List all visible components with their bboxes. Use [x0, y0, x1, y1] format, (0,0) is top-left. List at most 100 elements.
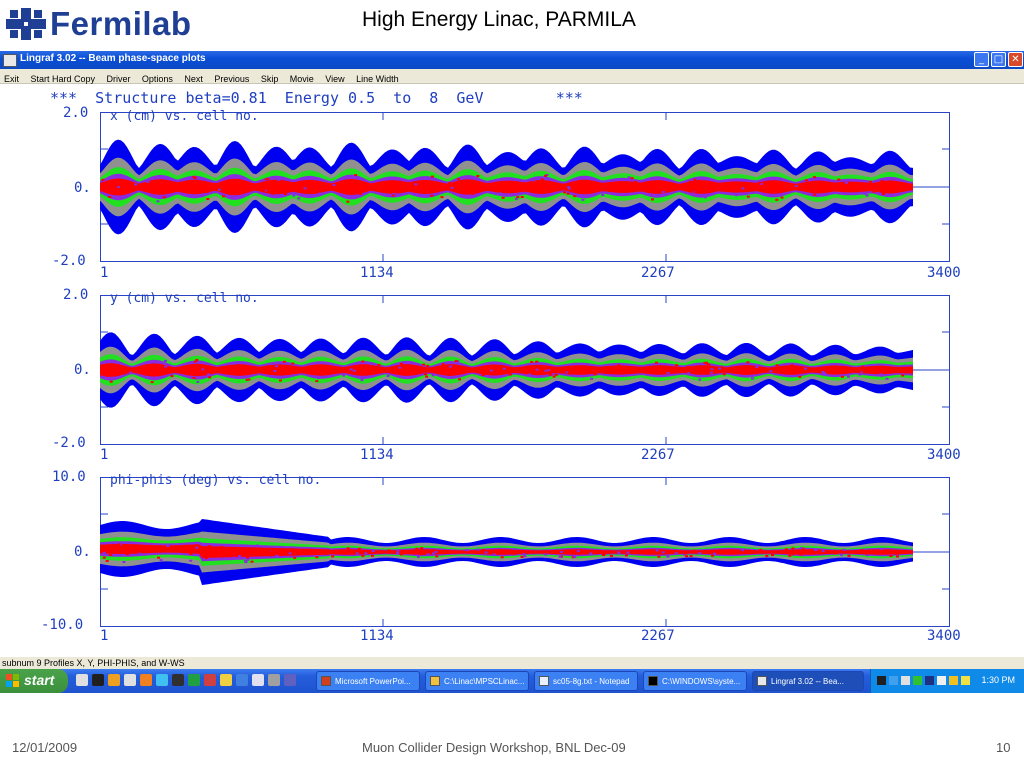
particle-mark: [126, 553, 129, 555]
particle-mark: [195, 359, 198, 361]
quicklaunch-icon[interactable]: [236, 674, 248, 686]
particle-mark: [805, 179, 808, 181]
menu-line-width[interactable]: Line Width: [352, 72, 399, 84]
particle-mark: [521, 196, 524, 198]
particle-mark: [246, 556, 249, 558]
particle-mark: [734, 184, 737, 186]
task-lingraf[interactable]: Lingraf 3.02 -- Bea...: [752, 671, 864, 691]
quicklaunch-icon[interactable]: [124, 674, 136, 686]
menu-driver[interactable]: Driver: [102, 72, 130, 84]
quicklaunch-icon[interactable]: [92, 674, 104, 686]
particle-mark: [102, 179, 105, 181]
quicklaunch-icon[interactable]: [76, 674, 88, 686]
particle-mark: [424, 552, 427, 554]
particle-mark: [138, 553, 141, 555]
task-notepad[interactable]: sc05-8g.txt - Notepad: [534, 671, 638, 691]
particle-mark: [291, 363, 294, 365]
particle-mark: [319, 193, 322, 195]
minimize-button[interactable]: _: [974, 52, 989, 67]
particle-mark: [899, 185, 902, 187]
quicklaunch-icon[interactable]: [140, 674, 152, 686]
menu-bar: Exit Start Hard Copy Driver Options Next…: [0, 69, 1024, 84]
particle-mark: [710, 368, 713, 370]
particle-mark: [775, 373, 778, 375]
particle-mark: [747, 361, 750, 363]
particle-mark: [657, 556, 660, 558]
task-powerpoint[interactable]: Microsoft PowerPoi...: [316, 671, 420, 691]
particle-mark: [811, 367, 814, 369]
start-button[interactable]: start: [0, 669, 68, 693]
particle-mark: [870, 369, 873, 371]
menu-previous[interactable]: Previous: [210, 72, 249, 84]
particle-mark: [122, 561, 125, 563]
particle-mark: [472, 193, 475, 195]
fermilab-logo: Fermilab: [6, 6, 206, 44]
panel-phi-frame: [100, 477, 950, 627]
particle-mark: [804, 368, 807, 370]
quicklaunch-icon[interactable]: [220, 674, 232, 686]
menu-start-hard-copy[interactable]: Start Hard Copy: [26, 72, 95, 84]
task-console[interactable]: C:\WINDOWS\syste...: [643, 671, 747, 691]
particle-mark: [850, 370, 853, 372]
menu-exit[interactable]: Exit: [0, 72, 19, 84]
panel-phi-label: phi-phis (deg) vs. cell no.: [110, 473, 321, 488]
particle-mark: [151, 381, 154, 383]
particle-mark: [350, 368, 353, 370]
particle-mark: [304, 187, 307, 189]
particle-mark: [194, 361, 197, 363]
particle-mark: [427, 553, 430, 555]
task-folder[interactable]: C:\Linac\MPSCLinac...: [425, 671, 529, 691]
particle-mark: [852, 552, 855, 554]
quicklaunch-icon[interactable]: [252, 674, 264, 686]
particle-mark: [420, 547, 423, 549]
particle-mark: [139, 547, 142, 549]
start-label: start: [24, 672, 54, 688]
menu-next[interactable]: Next: [180, 72, 203, 84]
menu-movie[interactable]: Movie: [286, 72, 314, 84]
menu-view[interactable]: View: [321, 72, 344, 84]
menu-skip[interactable]: Skip: [257, 72, 279, 84]
maximize-button[interactable]: □: [991, 52, 1006, 67]
particle-mark: [166, 545, 169, 547]
particle-mark: [416, 187, 419, 189]
particle-mark: [577, 550, 580, 552]
particle-mark: [275, 365, 278, 367]
particle-mark: [460, 551, 463, 553]
particle-mark: [604, 189, 607, 191]
quicklaunch-icon[interactable]: [284, 674, 296, 686]
console-icon: [648, 676, 658, 686]
particle-mark: [432, 374, 435, 376]
particle-mark: [372, 550, 375, 552]
panel-x-xtick: 3400: [927, 265, 961, 281]
particle-mark: [634, 181, 637, 183]
particle-mark: [785, 548, 788, 550]
close-button[interactable]: ✕: [1008, 52, 1023, 67]
tray-icon: [961, 676, 970, 685]
particle-mark: [666, 556, 669, 558]
quicklaunch-icon[interactable]: [108, 674, 120, 686]
particle-mark: [396, 550, 399, 552]
windows-flag-icon: [6, 674, 20, 688]
menu-options[interactable]: Options: [138, 72, 173, 84]
quicklaunch-icon[interactable]: [172, 674, 184, 686]
particle-mark: [903, 550, 906, 552]
quicklaunch-icon[interactable]: [188, 674, 200, 686]
tray-icon: [949, 676, 958, 685]
particle-mark: [486, 366, 489, 368]
particle-mark: [364, 552, 367, 554]
particle-mark: [400, 363, 403, 365]
particle-mark: [482, 549, 485, 551]
particle-mark: [164, 360, 167, 362]
panel-phi-ytick-min: -10.0: [41, 617, 83, 633]
quicklaunch-icon[interactable]: [268, 674, 280, 686]
quicklaunch-icon[interactable]: [204, 674, 216, 686]
window-titlebar[interactable]: Lingraf 3.02 -- Beam phase-space plots _…: [0, 51, 1024, 69]
particle-mark: [313, 192, 316, 194]
particle-mark: [346, 201, 349, 203]
taskbar: start Microsoft PowerPoi... C:\Linac\MPS…: [0, 669, 1024, 693]
particle-mark: [208, 376, 211, 378]
particle-mark: [573, 195, 576, 197]
particle-mark: [283, 361, 286, 363]
particle-mark: [222, 195, 225, 197]
quicklaunch-icon[interactable]: [156, 674, 168, 686]
